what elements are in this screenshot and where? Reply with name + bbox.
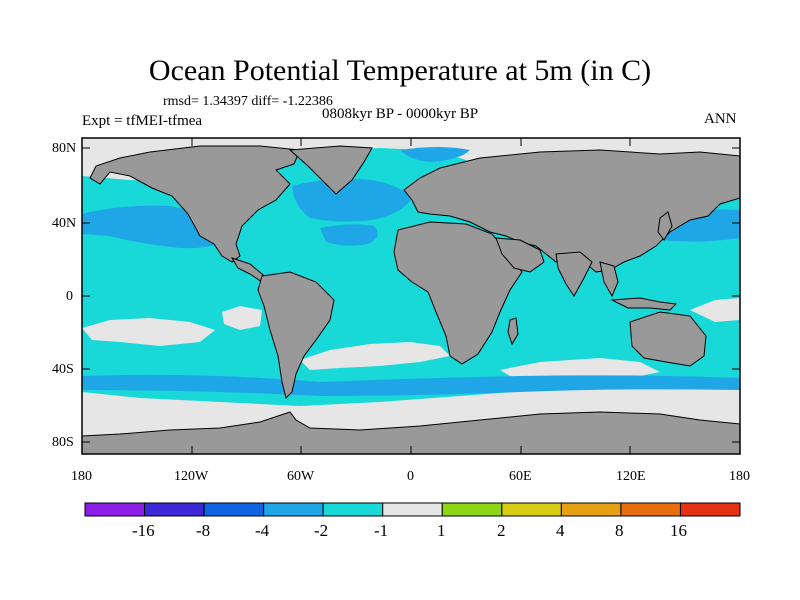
north-america xyxy=(89,145,301,263)
colorbar xyxy=(84,502,741,517)
pacific-equatorial-band xyxy=(690,298,740,322)
lat-label-0: 0 xyxy=(66,289,73,304)
colorbar-swatch xyxy=(322,502,384,517)
lon-label-60e: 60E xyxy=(509,469,532,484)
atlantic-subtropical-cool xyxy=(320,224,378,246)
north-atlantic-cool xyxy=(292,178,412,222)
lat-label-80s: 80S xyxy=(52,435,74,450)
colorbar-label: 2 xyxy=(497,521,506,540)
south-atlantic-band xyxy=(300,342,450,370)
stats-line: rmsd= 1.34397 diff= -1.22386 xyxy=(163,94,333,109)
lon-label-60w: 60W xyxy=(287,469,315,484)
east-pacific-band xyxy=(222,306,262,330)
colorbar-label: -1 xyxy=(374,521,389,540)
southeast-asia xyxy=(599,261,619,298)
colorbar-swatch xyxy=(203,502,265,517)
africa xyxy=(393,221,523,365)
colorbar-swatch xyxy=(382,502,443,517)
lat-label-80n: 80N xyxy=(52,141,77,156)
colorbar-swatch xyxy=(620,502,681,517)
colorbar-swatch xyxy=(441,502,503,517)
antarctica xyxy=(82,411,740,454)
lon-label-180e: 180 xyxy=(729,469,750,484)
colorbar-swatch xyxy=(144,502,205,517)
map-title: Ocean Potential Temperature at 5m (in C) xyxy=(148,54,652,87)
period-label: 0808kyr BP - 0000kyr BP xyxy=(322,106,479,122)
axis-ticks xyxy=(81,138,741,454)
map-field xyxy=(82,138,740,454)
colorbar-label: -2 xyxy=(314,521,329,540)
colorbar-label: 4 xyxy=(556,521,565,540)
lon-label-120w: 120W xyxy=(174,469,209,484)
south-america xyxy=(257,271,335,399)
lon-label-120e: 120E xyxy=(616,469,646,484)
lon-label-0: 0 xyxy=(407,469,414,484)
indonesia xyxy=(610,297,678,311)
lat-label-40s: 40S xyxy=(52,362,74,377)
colorbar-swatch xyxy=(501,502,562,517)
colorbar-swatch xyxy=(84,502,146,517)
greenland xyxy=(288,145,373,195)
colorbar-swatch xyxy=(560,502,622,517)
arabia xyxy=(495,237,545,273)
colorbar-swatch xyxy=(263,502,324,517)
colorbar-label: -4 xyxy=(255,521,270,540)
south-pacific-band xyxy=(82,318,215,346)
colorbar-label: -8 xyxy=(196,521,211,540)
lat-label-40n: 40N xyxy=(52,216,77,231)
colorbar-label: -16 xyxy=(132,521,155,540)
australia xyxy=(629,311,707,367)
colorbar-label: 1 xyxy=(437,521,446,540)
colorbar-label: 8 xyxy=(615,521,624,540)
india xyxy=(555,251,593,297)
lon-label-180w: 180 xyxy=(71,469,92,484)
colorbar-label: 16 xyxy=(670,521,687,540)
colorbar-swatch xyxy=(679,502,741,517)
experiment-label: Expt = tfMEI-tfmea xyxy=(82,113,203,129)
eurasia xyxy=(403,149,740,273)
southern-ocean-cool xyxy=(82,374,740,396)
japan xyxy=(657,211,673,241)
season-label: ANN xyxy=(704,111,737,127)
madagascar xyxy=(507,317,519,346)
arctic-fringe-cool xyxy=(400,147,470,162)
